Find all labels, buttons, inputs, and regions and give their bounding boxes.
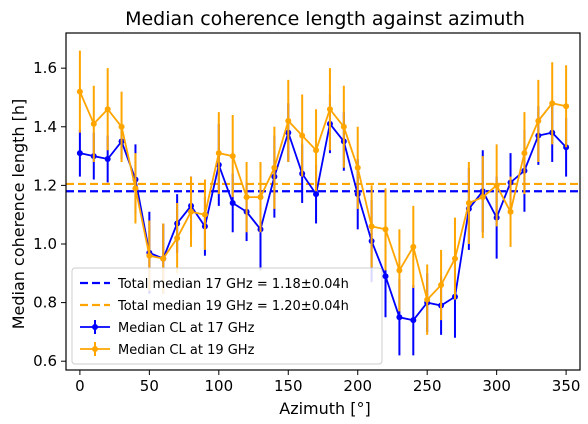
data-point-19ghz <box>410 243 417 250</box>
legend-item-cl-17ghz: Median CL at 17 GHz <box>80 320 255 336</box>
data-point-19ghz <box>188 208 195 215</box>
data-point-19ghz <box>201 211 208 218</box>
data-point-19ghz <box>396 267 403 274</box>
data-point-19ghz <box>549 100 556 107</box>
legend-swatch-marker <box>92 324 98 330</box>
data-point-19ghz <box>479 194 486 201</box>
data-point-19ghz <box>229 153 236 160</box>
x-tick-label: 0 <box>75 377 85 395</box>
data-point-19ghz <box>313 147 320 154</box>
y-tick-label: 0.8 <box>33 294 57 312</box>
data-point-19ghz <box>215 150 222 157</box>
legend-label: Total median 17 GHz = 1.18±0.04h <box>117 277 349 292</box>
data-point-19ghz <box>340 123 347 130</box>
data-point-17ghz <box>76 150 83 157</box>
data-point-19ghz <box>382 226 389 233</box>
legend-item-total-17ghz: Total median 17 GHz = 1.18±0.04h <box>80 277 349 292</box>
data-point-17ghz <box>410 317 417 324</box>
data-point-19ghz <box>160 255 167 262</box>
y-tick-label: 0.6 <box>33 352 57 370</box>
data-point-19ghz <box>285 117 292 124</box>
data-point-19ghz <box>507 208 514 215</box>
x-tick-label: 150 <box>274 377 303 395</box>
legend-item-total-19ghz: Total median 19 GHz = 1.20±0.04h <box>80 299 349 314</box>
chart-title: Median coherence length against azimuth <box>125 8 525 30</box>
y-tick-label: 1.2 <box>33 176 57 194</box>
data-point-19ghz <box>118 123 125 130</box>
legend-box <box>71 267 383 365</box>
data-point-19ghz <box>535 117 542 124</box>
data-point-19ghz <box>299 132 306 139</box>
x-tick-label: 350 <box>552 377 581 395</box>
data-point-19ghz <box>493 182 500 189</box>
data-point-17ghz <box>396 314 403 321</box>
data-point-19ghz <box>424 296 431 303</box>
x-tick-label: 100 <box>204 377 233 395</box>
data-point-19ghz <box>368 223 375 230</box>
data-point-19ghz <box>76 88 83 95</box>
x-tick-label: 300 <box>482 377 511 395</box>
y-tick-label: 1.6 <box>33 59 57 77</box>
legend-item-cl-19ghz: Median CL at 19 GHz <box>80 342 255 358</box>
y-axis-title: Median coherence length [h] <box>9 99 28 330</box>
data-point-19ghz <box>451 255 458 262</box>
data-point-19ghz <box>146 252 153 259</box>
y-tick-label: 1.4 <box>33 118 57 136</box>
legend-label: Median CL at 19 GHz <box>118 343 255 358</box>
data-point-19ghz <box>174 235 181 242</box>
data-point-19ghz <box>90 120 97 127</box>
data-point-17ghz <box>229 199 236 206</box>
data-point-19ghz <box>354 164 361 171</box>
data-point-17ghz <box>313 191 320 198</box>
data-point-19ghz <box>132 185 139 192</box>
x-tick-label: 250 <box>413 377 442 395</box>
legend-swatch-marker <box>92 346 98 352</box>
x-axis-title: Azimuth [°] <box>279 399 371 418</box>
y-tick-label: 1.0 <box>33 235 57 253</box>
x-tick-label: 50 <box>140 377 159 395</box>
data-point-19ghz <box>465 199 472 206</box>
x-tick-label: 200 <box>343 377 372 395</box>
data-point-17ghz <box>382 273 389 280</box>
data-point-19ghz <box>438 282 445 289</box>
data-point-19ghz <box>326 106 333 113</box>
legend-label: Median CL at 17 GHz <box>118 321 255 336</box>
data-point-19ghz <box>521 150 528 157</box>
data-point-19ghz <box>243 194 250 201</box>
plot-area: 0 50 100 150 200 250 300 350 0.6 0.8 1.0 1.2 1.4 1.6 <box>33 32 581 395</box>
data-point-17ghz <box>104 156 111 163</box>
data-point-19ghz <box>257 194 264 201</box>
legend: Total median 17 GHz = 1.18±0.04h Total me… <box>71 267 383 365</box>
data-point-19ghz <box>104 106 111 113</box>
data-point-19ghz <box>271 164 278 171</box>
data-point-19ghz <box>563 103 570 110</box>
plot-frame <box>65 32 581 371</box>
legend-label: Total median 19 GHz = 1.20±0.04h <box>117 299 349 314</box>
